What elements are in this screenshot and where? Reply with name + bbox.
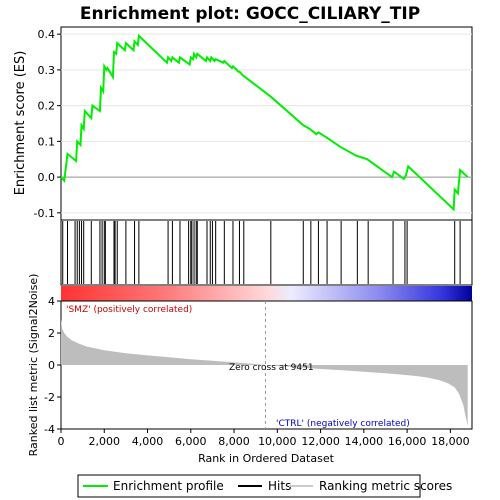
x-tick-label: 12,000 bbox=[301, 435, 340, 448]
enrichment-profile-line bbox=[60, 33, 469, 212]
x-tick-label: 0 bbox=[58, 435, 65, 448]
chart-title: Enrichment plot: GOCC_CILIARY_TIP bbox=[80, 4, 420, 24]
metric-y-axis-label: Ranked list metric (Signal2Noise) bbox=[27, 274, 40, 457]
legend-hits-label: Hits bbox=[268, 479, 291, 493]
x-tick-label: 4,000 bbox=[132, 435, 164, 448]
es-plot-frame bbox=[60, 26, 473, 221]
es-panel: -0.1 0.0 0.1 0.2 0.3 0.4 Enrichment score (ES… bbox=[13, 26, 473, 221]
metric-y-tick-label: -2 bbox=[44, 391, 55, 404]
es-y-tick-label: 0.4 bbox=[38, 28, 56, 41]
legend: Enrichment profile Hits Ranking metric s… bbox=[77, 474, 452, 498]
x-tick-label: 14,000 bbox=[345, 435, 384, 448]
es-y-tick-label: 0.1 bbox=[38, 135, 56, 148]
positive-correlation-label: 'SMZ' (positively correlated) bbox=[66, 305, 192, 315]
x-tick-label: 6,000 bbox=[175, 435, 207, 448]
metric-y-tick-label: 2 bbox=[48, 327, 55, 340]
es-y-tick-label: -0.1 bbox=[34, 207, 55, 220]
ranking-metric-area bbox=[61, 318, 468, 426]
es-y-tick-label: 0.2 bbox=[38, 100, 56, 113]
x-tick-label: 16,000 bbox=[388, 435, 427, 448]
metric-y-tick-label: 4 bbox=[48, 295, 55, 308]
metric-y-tick-label: -4 bbox=[44, 423, 55, 436]
zero-cross-label: Zero cross at 9451 bbox=[229, 363, 314, 373]
x-tick-label: 18,000 bbox=[431, 435, 470, 448]
ranked-metric-panel: -4 -2 0 2 4 0 2,000 4,000 6,000 8,000 10,000 12,00… bbox=[27, 274, 473, 465]
es-y-tick-label: 0.3 bbox=[38, 64, 56, 77]
legend-ranking-metric-label: Ranking metric scores bbox=[319, 479, 452, 493]
x-tick-label: 10,000 bbox=[258, 435, 297, 448]
x-tick-label: 8,000 bbox=[218, 435, 250, 448]
rank-gradient-bar bbox=[61, 286, 472, 301]
x-tick-label: 2,000 bbox=[89, 435, 121, 448]
es-y-tick-label: 0.0 bbox=[38, 171, 56, 184]
es-y-axis-label: Enrichment score (ES) bbox=[13, 51, 28, 196]
hits-panel bbox=[60, 219, 473, 301]
hits-frame bbox=[60, 219, 473, 286]
legend-enrichment-profile-label: Enrichment profile bbox=[113, 479, 224, 493]
x-axis-label: Rank in Ordered Dataset bbox=[198, 452, 335, 465]
negative-correlation-label: 'CTRL' (negatively correlated) bbox=[276, 419, 410, 429]
metric-y-tick-label: 0 bbox=[48, 359, 55, 372]
